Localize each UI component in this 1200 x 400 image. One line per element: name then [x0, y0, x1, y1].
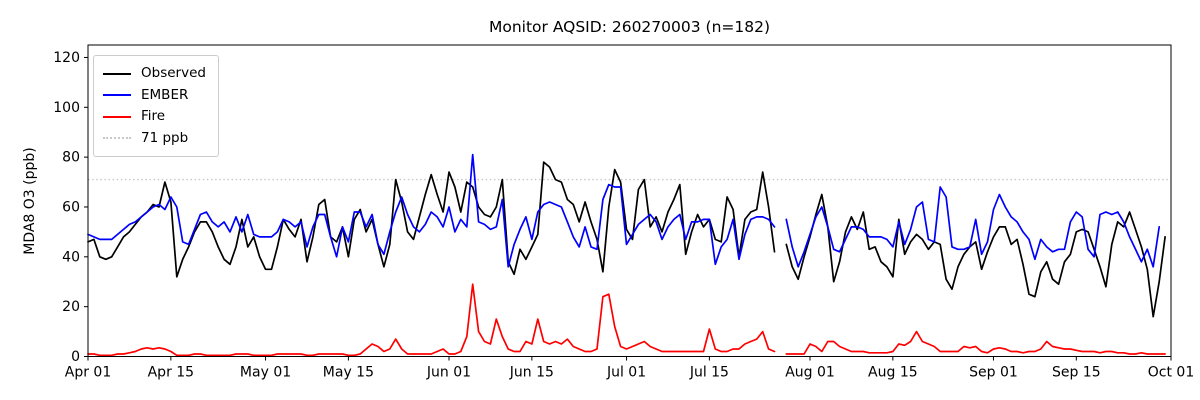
observed-line [87, 161, 1166, 318]
plot-border [87, 44, 1172, 357]
fire-line [87, 283, 1166, 357]
legend-line-sample-ember [103, 94, 131, 97]
legend-item-observed: Observed [103, 63, 206, 85]
y-tick-label: 80 [62, 150, 80, 166]
x-tick-label: Aug 15 [868, 365, 918, 381]
y-tick-label: 120 [53, 50, 80, 66]
x-tick-label: Jun 15 [509, 365, 554, 381]
x-tick-label: Sep 01 [969, 365, 1018, 381]
legend-item-threshold: 71 ppb [103, 128, 206, 150]
x-tick-label: Apr 01 [65, 365, 111, 381]
legend-label-fire: Fire [141, 108, 166, 124]
y-tick-label: 0 [71, 349, 80, 365]
y-tick-label: 60 [62, 199, 80, 215]
x-tick-label: Aug 01 [785, 365, 835, 381]
chart-title: Monitor AQSID: 260270003 (n=182) [488, 18, 771, 36]
x-tick-label: May 01 [240, 365, 291, 381]
legend-item-fire: Fire [103, 106, 206, 128]
ember-line [87, 153, 1161, 268]
x-tick-label: Jul 01 [606, 365, 646, 381]
x-tick-label: Apr 15 [148, 365, 194, 381]
legend: Observed EMBER Fire 71 ppb [93, 55, 219, 157]
x-tick-label: Jul 15 [689, 365, 729, 381]
x-tick-label: Sep 15 [1052, 365, 1101, 381]
legend-label-observed: Observed [141, 65, 206, 81]
legend-label-ember: EMBER [141, 86, 189, 103]
legend-item-ember: EMBER [103, 85, 206, 107]
legend-line-sample-fire [103, 115, 131, 118]
legend-line-sample-threshold [103, 137, 131, 140]
x-tick-label: Jun 01 [426, 365, 471, 381]
y-tick-label: 20 [62, 299, 80, 315]
x-tick-label: May 15 [323, 365, 374, 381]
legend-label-threshold: 71 ppb [141, 129, 189, 146]
legend-line-sample-observed [103, 72, 131, 75]
y-tick-label: 40 [62, 249, 80, 265]
y-tick-label: 100 [53, 100, 80, 116]
x-tick-label: Oct 01 [1148, 365, 1194, 381]
